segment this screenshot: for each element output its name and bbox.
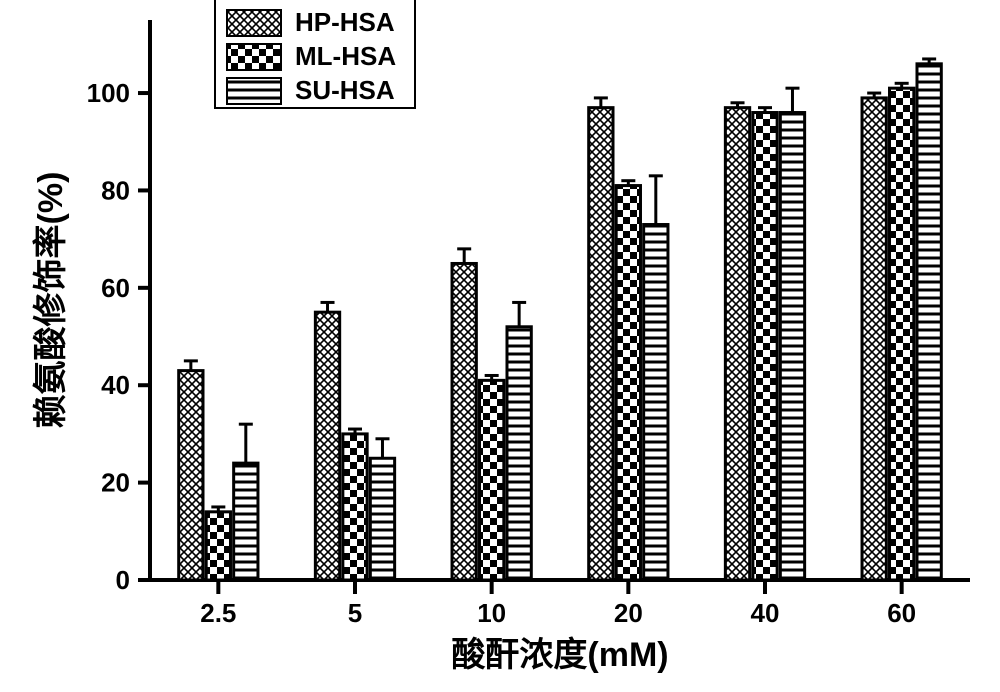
bar-HP-HSA	[589, 108, 613, 580]
legend-label: ML-HSA	[295, 41, 396, 71]
bar-ML-HSA	[343, 434, 367, 580]
bar-chart: 0 20 40 60 80 100 2.5 5 10 20 40 60 HP-HSA ML-HSA SU-…	[0, 0, 1000, 692]
bar-HP-HSA	[725, 108, 749, 580]
legend-swatch	[227, 78, 281, 104]
x-axis-title: 酸酐浓度(mM)	[451, 636, 668, 674]
bar-HP-HSA	[862, 98, 886, 580]
bar-ML-HSA	[890, 88, 914, 580]
legend-swatch	[227, 44, 281, 70]
x-tick-label: 40	[751, 598, 780, 628]
y-tick-label: 60	[101, 273, 130, 303]
y-tick-label: 0	[116, 565, 130, 595]
y-axis-title: 赖氨酸修饰率(%)	[32, 172, 70, 429]
x-tick-label: 20	[614, 598, 643, 628]
bar-SU-HSA	[780, 113, 804, 580]
bar-ML-HSA	[616, 186, 640, 580]
bar-SU-HSA	[507, 327, 531, 580]
bar-HP-HSA	[179, 371, 203, 580]
bar-ML-HSA	[480, 380, 504, 580]
x-tick-label: 5	[348, 598, 362, 628]
y-tick-label: 100	[87, 78, 130, 108]
legend-label: SU-HSA	[295, 75, 395, 105]
legend-swatch	[227, 10, 281, 36]
bar-SU-HSA	[370, 458, 394, 580]
y-tick-label: 20	[101, 468, 130, 498]
bar-ML-HSA	[206, 512, 230, 580]
y-tick-label: 40	[101, 370, 130, 400]
y-tick-label: 80	[101, 175, 130, 205]
bar-SU-HSA	[644, 225, 668, 580]
x-tick-label: 10	[477, 598, 506, 628]
bar-HP-HSA	[315, 312, 339, 580]
bar-SU-HSA	[234, 463, 258, 580]
bar-ML-HSA	[753, 113, 777, 580]
bar-SU-HSA	[917, 64, 941, 580]
legend-label: HP-HSA	[295, 7, 395, 37]
x-tick-label: 60	[887, 598, 916, 628]
x-tick-label: 2.5	[200, 598, 236, 628]
bar-HP-HSA	[452, 263, 476, 580]
